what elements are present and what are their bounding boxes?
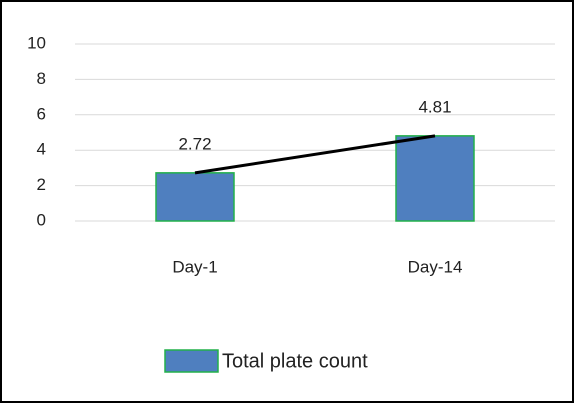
x-tick-label: Day-14 [408,257,463,276]
bar [155,172,235,222]
y-tick-label: 4 [37,140,46,159]
data-label: 4.81 [418,97,451,116]
y-tick-label: 6 [37,104,46,123]
y-tick-label: 2 [37,175,46,194]
data-label: 2.72 [178,134,211,153]
y-tick-label: 8 [37,69,46,88]
x-tick-label: Day-1 [172,257,217,276]
y-tick-label: 0 [37,210,46,229]
trend-line [194,134,436,175]
bar [395,135,475,222]
legend-swatch [164,349,219,373]
legend-label: Total plate count [222,350,368,372]
y-tick-label: 10 [27,33,46,52]
